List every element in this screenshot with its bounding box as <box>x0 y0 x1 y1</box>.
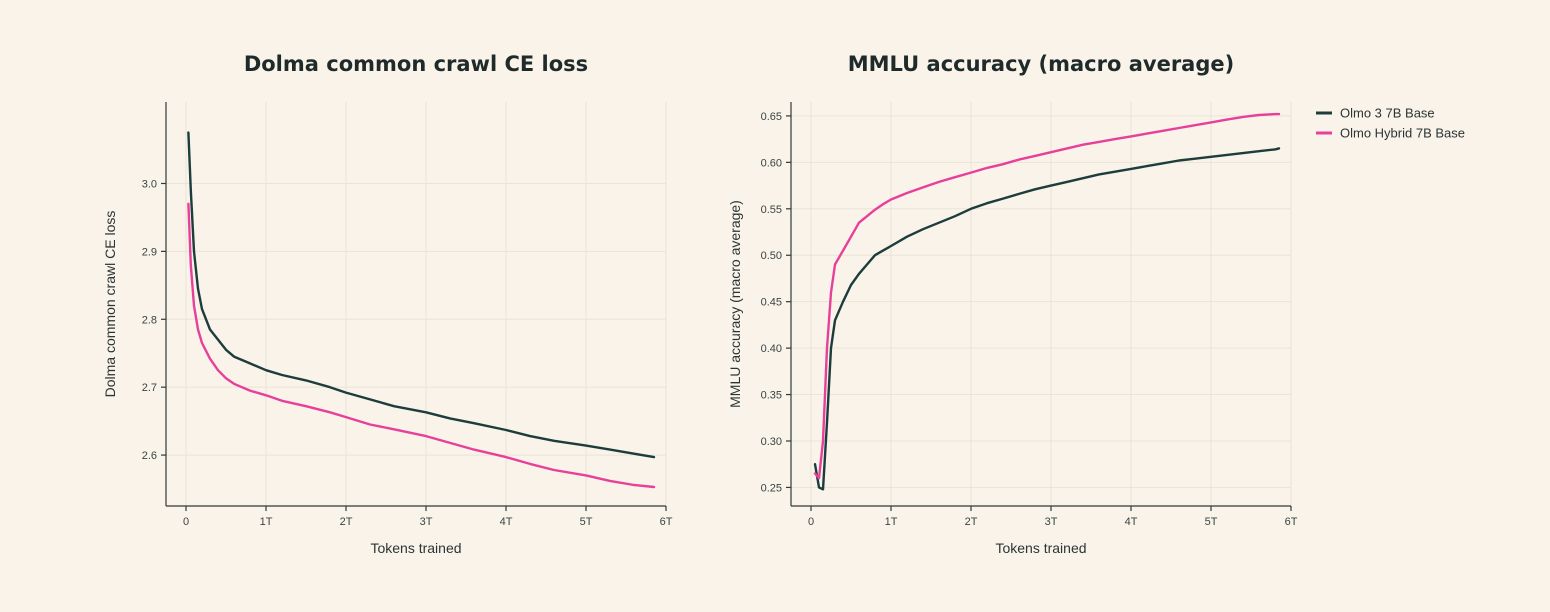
mmlu-y-tick-label-0: 0.25 <box>761 482 782 494</box>
mmlu-y-tick-label-5: 0.50 <box>761 250 782 262</box>
mmlu-y-tick-label-6: 0.55 <box>761 204 782 216</box>
ce-loss-x-tick-label-5: 5T <box>580 516 593 528</box>
mmlu-y-tick-label-4: 0.45 <box>761 297 782 309</box>
mmlu-y-label: MMLU accuracy (macro average) <box>727 200 743 408</box>
mmlu-x-label: Tokens trained <box>995 540 1086 556</box>
mmlu-x-tick-label-3: 3T <box>1045 516 1058 528</box>
mmlu-x-tick-label-4: 4T <box>1125 516 1138 528</box>
mmlu-x-tick-label-6: 6T <box>1285 516 1298 528</box>
mmlu-gridlines <box>791 102 1292 506</box>
ce-loss-x-tick-label-3: 3T <box>420 516 433 528</box>
ce-loss-series-olmo-hybrid <box>187 202 656 489</box>
ce-loss-y-tick-label-2: 2.8 <box>142 314 157 326</box>
mmlu-chart-title: MMLU accuracy (macro average) <box>848 52 1234 76</box>
ce-loss-series-olmo3 <box>187 131 656 459</box>
mmlu-series-olmo3 <box>813 147 1281 491</box>
ce-loss-series <box>187 131 656 489</box>
mmlu-y-ticks: 0.25 0.30 0.35 0.40 0.45 0.50 0.55 0.60 0.65 <box>761 111 791 494</box>
legend-label-olmo-hybrid: Olmo Hybrid 7B Base <box>1340 126 1465 141</box>
ce-loss-chart: Dolma common crawl CE loss 0 1T 2T 3T 4T 5T 6T… <box>102 52 673 556</box>
ce-loss-x-label: Tokens trained <box>370 540 461 556</box>
mmlu-y-tick-label-8: 0.65 <box>761 111 782 123</box>
mmlu-y-tick-label-1: 0.30 <box>761 436 782 448</box>
ce-loss-x-tick-label-6: 6T <box>660 516 673 528</box>
ce-loss-x-tick-label-4: 4T <box>500 516 513 528</box>
mmlu-y-tick-label-3: 0.40 <box>761 343 782 355</box>
ce-loss-y-tick-label-0: 2.6 <box>142 450 157 462</box>
mmlu-x-tick-label-2: 2T <box>965 516 978 528</box>
legend-label-olmo3: Olmo 3 7B Base <box>1340 106 1435 121</box>
mmlu-y-tick-label-2: 0.35 <box>761 390 782 402</box>
mmlu-series <box>813 112 1281 491</box>
ce-loss-x-tick-label-0: 0 <box>183 516 189 528</box>
mmlu-x-tick-label-1: 1T <box>885 516 898 528</box>
mmlu-x-tick-label-5: 5T <box>1205 516 1218 528</box>
mmlu-y-tick-label-7: 0.60 <box>761 157 782 169</box>
ce-loss-chart-title: Dolma common crawl CE loss <box>244 52 588 76</box>
mmlu-series-olmo-hybrid <box>813 112 1281 480</box>
ce-loss-x-tick-label-2: 2T <box>340 516 353 528</box>
ce-loss-y-tick-label-3: 2.9 <box>142 246 157 258</box>
ce-loss-gridlines <box>166 102 667 506</box>
mmlu-x-tick-label-0: 0 <box>808 516 814 528</box>
ce-loss-y-tick-label-4: 3.0 <box>142 178 157 190</box>
legend: Olmo 3 7B Base Olmo Hybrid 7B Base <box>1316 106 1465 141</box>
ce-loss-x-tick-label-1: 1T <box>260 516 273 528</box>
ce-loss-y-ticks: 2.6 2.7 2.8 2.9 3.0 <box>142 178 166 462</box>
ce-loss-x-ticks: 0 1T 2T 3T 4T 5T 6T <box>183 506 673 528</box>
ce-loss-y-label: Dolma common crawl CE loss <box>102 211 118 398</box>
ce-loss-y-tick-label-1: 2.7 <box>142 382 157 394</box>
mmlu-chart: MMLU accuracy (macro average) 0 1T 2T 3T 4T 5… <box>727 52 1298 556</box>
mmlu-x-ticks: 0 1T 2T 3T 4T 5T 6T <box>808 506 1298 528</box>
